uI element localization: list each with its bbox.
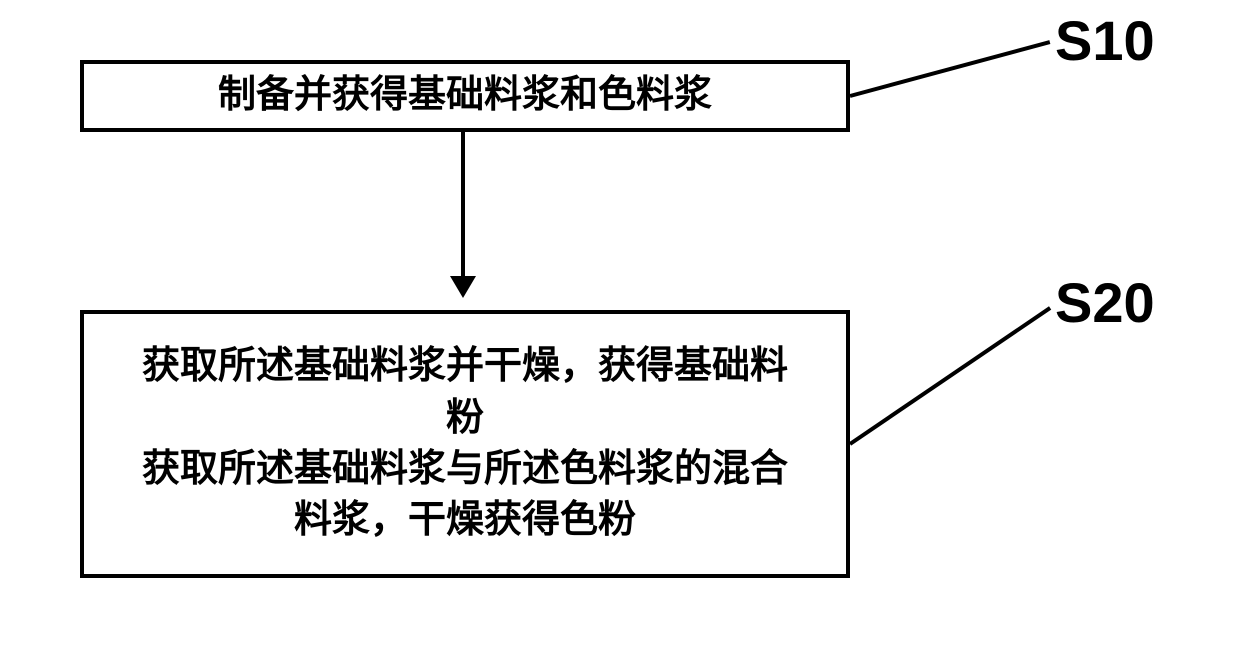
flow-step-2-line4: 料浆，干燥获得色粉 <box>142 495 788 546</box>
flow-step-2-line2: 粉 <box>142 393 788 444</box>
canvas: 制备并获得基础料浆和色料浆 获取所述基础料浆并干燥，获得基础料 粉 获取所述基础… <box>0 0 1240 656</box>
flow-step-2: 获取所述基础料浆并干燥，获得基础料 粉 获取所述基础料浆与所述色料浆的混合 料浆… <box>80 310 850 578</box>
flow-step-2-line3: 获取所述基础料浆与所述色料浆的混合 <box>142 444 788 495</box>
step-label-s10-text: S10 <box>1055 9 1155 72</box>
connector-line-1 <box>849 40 1050 98</box>
arrow-shaft <box>461 132 465 278</box>
flow-step-2-text: 获取所述基础料浆并干燥，获得基础料 粉 获取所述基础料浆与所述色料浆的混合 料浆… <box>142 341 788 546</box>
flow-step-2-line1: 获取所述基础料浆并干燥，获得基础料 <box>142 341 788 392</box>
step-label-s20: S20 <box>1055 270 1155 335</box>
flow-step-1-text: 制备并获得基础料浆和色料浆 <box>218 70 712 121</box>
step-label-s20-text: S20 <box>1055 271 1155 334</box>
flow-step-1: 制备并获得基础料浆和色料浆 <box>80 60 850 132</box>
arrow-head-icon <box>450 276 476 298</box>
step-label-s10: S10 <box>1055 8 1155 73</box>
connector-line-2 <box>849 306 1051 445</box>
